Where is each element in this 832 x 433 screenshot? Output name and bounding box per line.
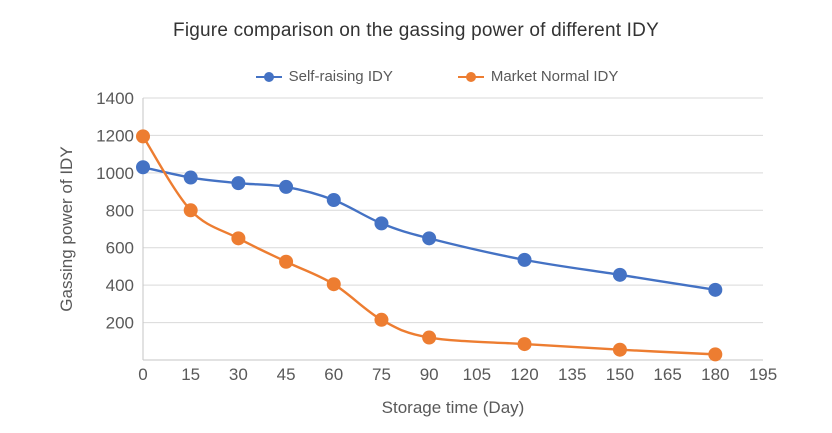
legend-item: Self-raising IDY [255, 68, 393, 85]
chart-legend: Self-raising IDY Market Normal IDY [21, 68, 832, 85]
x-tick-label: 135 [558, 365, 586, 384]
series-line [141, 135, 716, 356]
x-tick-label: 90 [420, 365, 439, 384]
x-tick-label: 180 [701, 365, 729, 384]
data-point [183, 170, 198, 185]
legend-series-marker [255, 71, 282, 82]
data-point [708, 282, 723, 297]
data-point [422, 330, 437, 345]
chart-title: Figure comparison on the gassing power o… [173, 20, 659, 41]
data-point [326, 277, 341, 292]
y-tick-label: 200 [106, 314, 134, 333]
series-line [142, 166, 716, 292]
data-point [612, 342, 627, 357]
data-point [231, 176, 246, 191]
data-point [374, 312, 389, 327]
y-tick-label: 800 [106, 201, 134, 220]
data-point [422, 231, 437, 246]
data-point [279, 179, 294, 194]
x-tick-label: 105 [463, 365, 491, 384]
legend-series-label: Market Normal IDY [490, 68, 619, 85]
x-tick-label: 195 [749, 365, 777, 384]
x-tick-label: 15 [181, 365, 200, 384]
data-point [612, 267, 627, 282]
data-point [517, 252, 532, 267]
data-point [136, 160, 150, 175]
y-tick-label: 1400 [96, 89, 134, 108]
x-tick-label: 165 [653, 365, 681, 384]
legend-series-marker [457, 71, 484, 82]
x-tick-label: 30 [229, 365, 248, 384]
y-tick-label: 1000 [96, 164, 134, 183]
x-tick-label: 75 [372, 365, 391, 384]
data-point [326, 192, 341, 207]
x-tick-label: 45 [277, 365, 296, 384]
x-tick-label: 0 [138, 365, 147, 384]
legend-series-label: Self-raising IDY [288, 68, 393, 85]
data-point [279, 254, 294, 269]
legend-item: Market Normal IDY [457, 68, 619, 85]
x-tick-label: 60 [324, 365, 343, 384]
y-tick-label: 1200 [96, 126, 134, 145]
data-point [517, 337, 532, 352]
data-point [374, 216, 389, 231]
y-tick-label: 400 [106, 276, 134, 295]
y-tick-label: 600 [106, 239, 134, 258]
x-tick-label: 120 [510, 365, 538, 384]
x-tick-label: 150 [606, 365, 634, 384]
data-point [136, 129, 150, 144]
data-point [183, 203, 198, 218]
data-point [708, 347, 723, 362]
y-axis-title: Gassing power of IDY [57, 146, 76, 312]
data-point [231, 231, 246, 246]
x-axis-title: Storage time (Day) [381, 398, 525, 417]
